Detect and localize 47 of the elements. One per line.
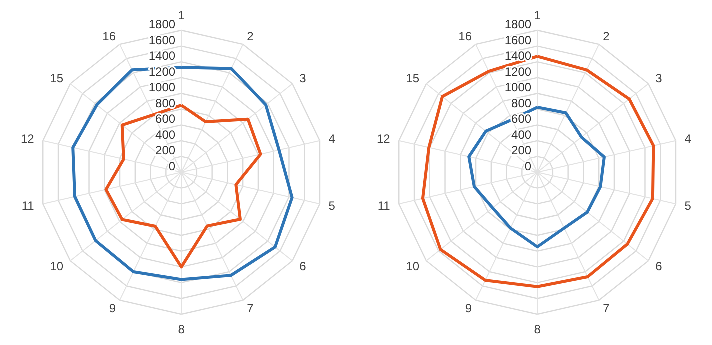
spoke-label: 16 — [102, 29, 116, 44]
spoke-label: 1 — [534, 8, 542, 22]
spoke-label: 12 — [20, 132, 35, 146]
spoke-label: 4 — [684, 132, 692, 146]
spoke-label: 15 — [406, 71, 420, 86]
spoke-label: 7 — [247, 302, 254, 316]
spoke-label: 6 — [300, 260, 307, 274]
spoke-label: 4 — [328, 132, 336, 146]
y-tick-label: 1000 — [148, 80, 176, 95]
y-tick-label: 400 — [156, 128, 176, 142]
spoke-label: 5 — [684, 199, 692, 214]
y-tick-label: 1200 — [504, 64, 532, 79]
y-tick-label: 1800 — [504, 18, 532, 32]
y-tick-label: 600 — [512, 112, 532, 126]
spoke-label: 8 — [178, 322, 186, 336]
y-tick-label: 1000 — [504, 80, 532, 95]
spoke-label: 6 — [656, 260, 663, 274]
y-tick-label: 0 — [168, 160, 176, 174]
spoke-label: 10 — [406, 260, 420, 274]
y-tick-label: 1400 — [504, 49, 532, 64]
y-tick-label: 600 — [156, 112, 176, 126]
spoke-label: 15 — [50, 71, 64, 86]
y-tick-label: 1600 — [504, 33, 532, 48]
spoke-label: 7 — [603, 302, 610, 316]
y-tick-label: 400 — [512, 128, 532, 142]
y-tick-label: 0 — [524, 160, 532, 174]
spoke-label: 11 — [22, 199, 35, 214]
y-tick-label: 1600 — [148, 33, 176, 48]
y-tick-label: 1800 — [148, 18, 176, 32]
spoke-label: 12 — [376, 132, 391, 146]
y-tick-label: 800 — [156, 96, 176, 110]
spoke-label: 3 — [656, 71, 663, 86]
spoke-label: 9 — [465, 302, 472, 316]
y-tick-label: 1400 — [148, 49, 176, 64]
spoke-label: 10 — [50, 260, 64, 274]
spoke-label: 5 — [328, 199, 336, 214]
y-tick-label: 200 — [156, 144, 176, 158]
spoke-label: 3 — [300, 71, 307, 86]
y-tick-label: 200 — [512, 144, 532, 158]
spoke-label: 8 — [534, 322, 542, 336]
y-tick-label: 800 — [512, 96, 532, 110]
spoke-label: 16 — [458, 29, 472, 44]
spoke-label: 2 — [247, 29, 254, 44]
spoke-label: 11 — [378, 199, 391, 214]
spoke-label: 2 — [603, 29, 610, 44]
spoke-label: 9 — [109, 302, 116, 316]
spoke-label: 1 — [178, 8, 186, 22]
